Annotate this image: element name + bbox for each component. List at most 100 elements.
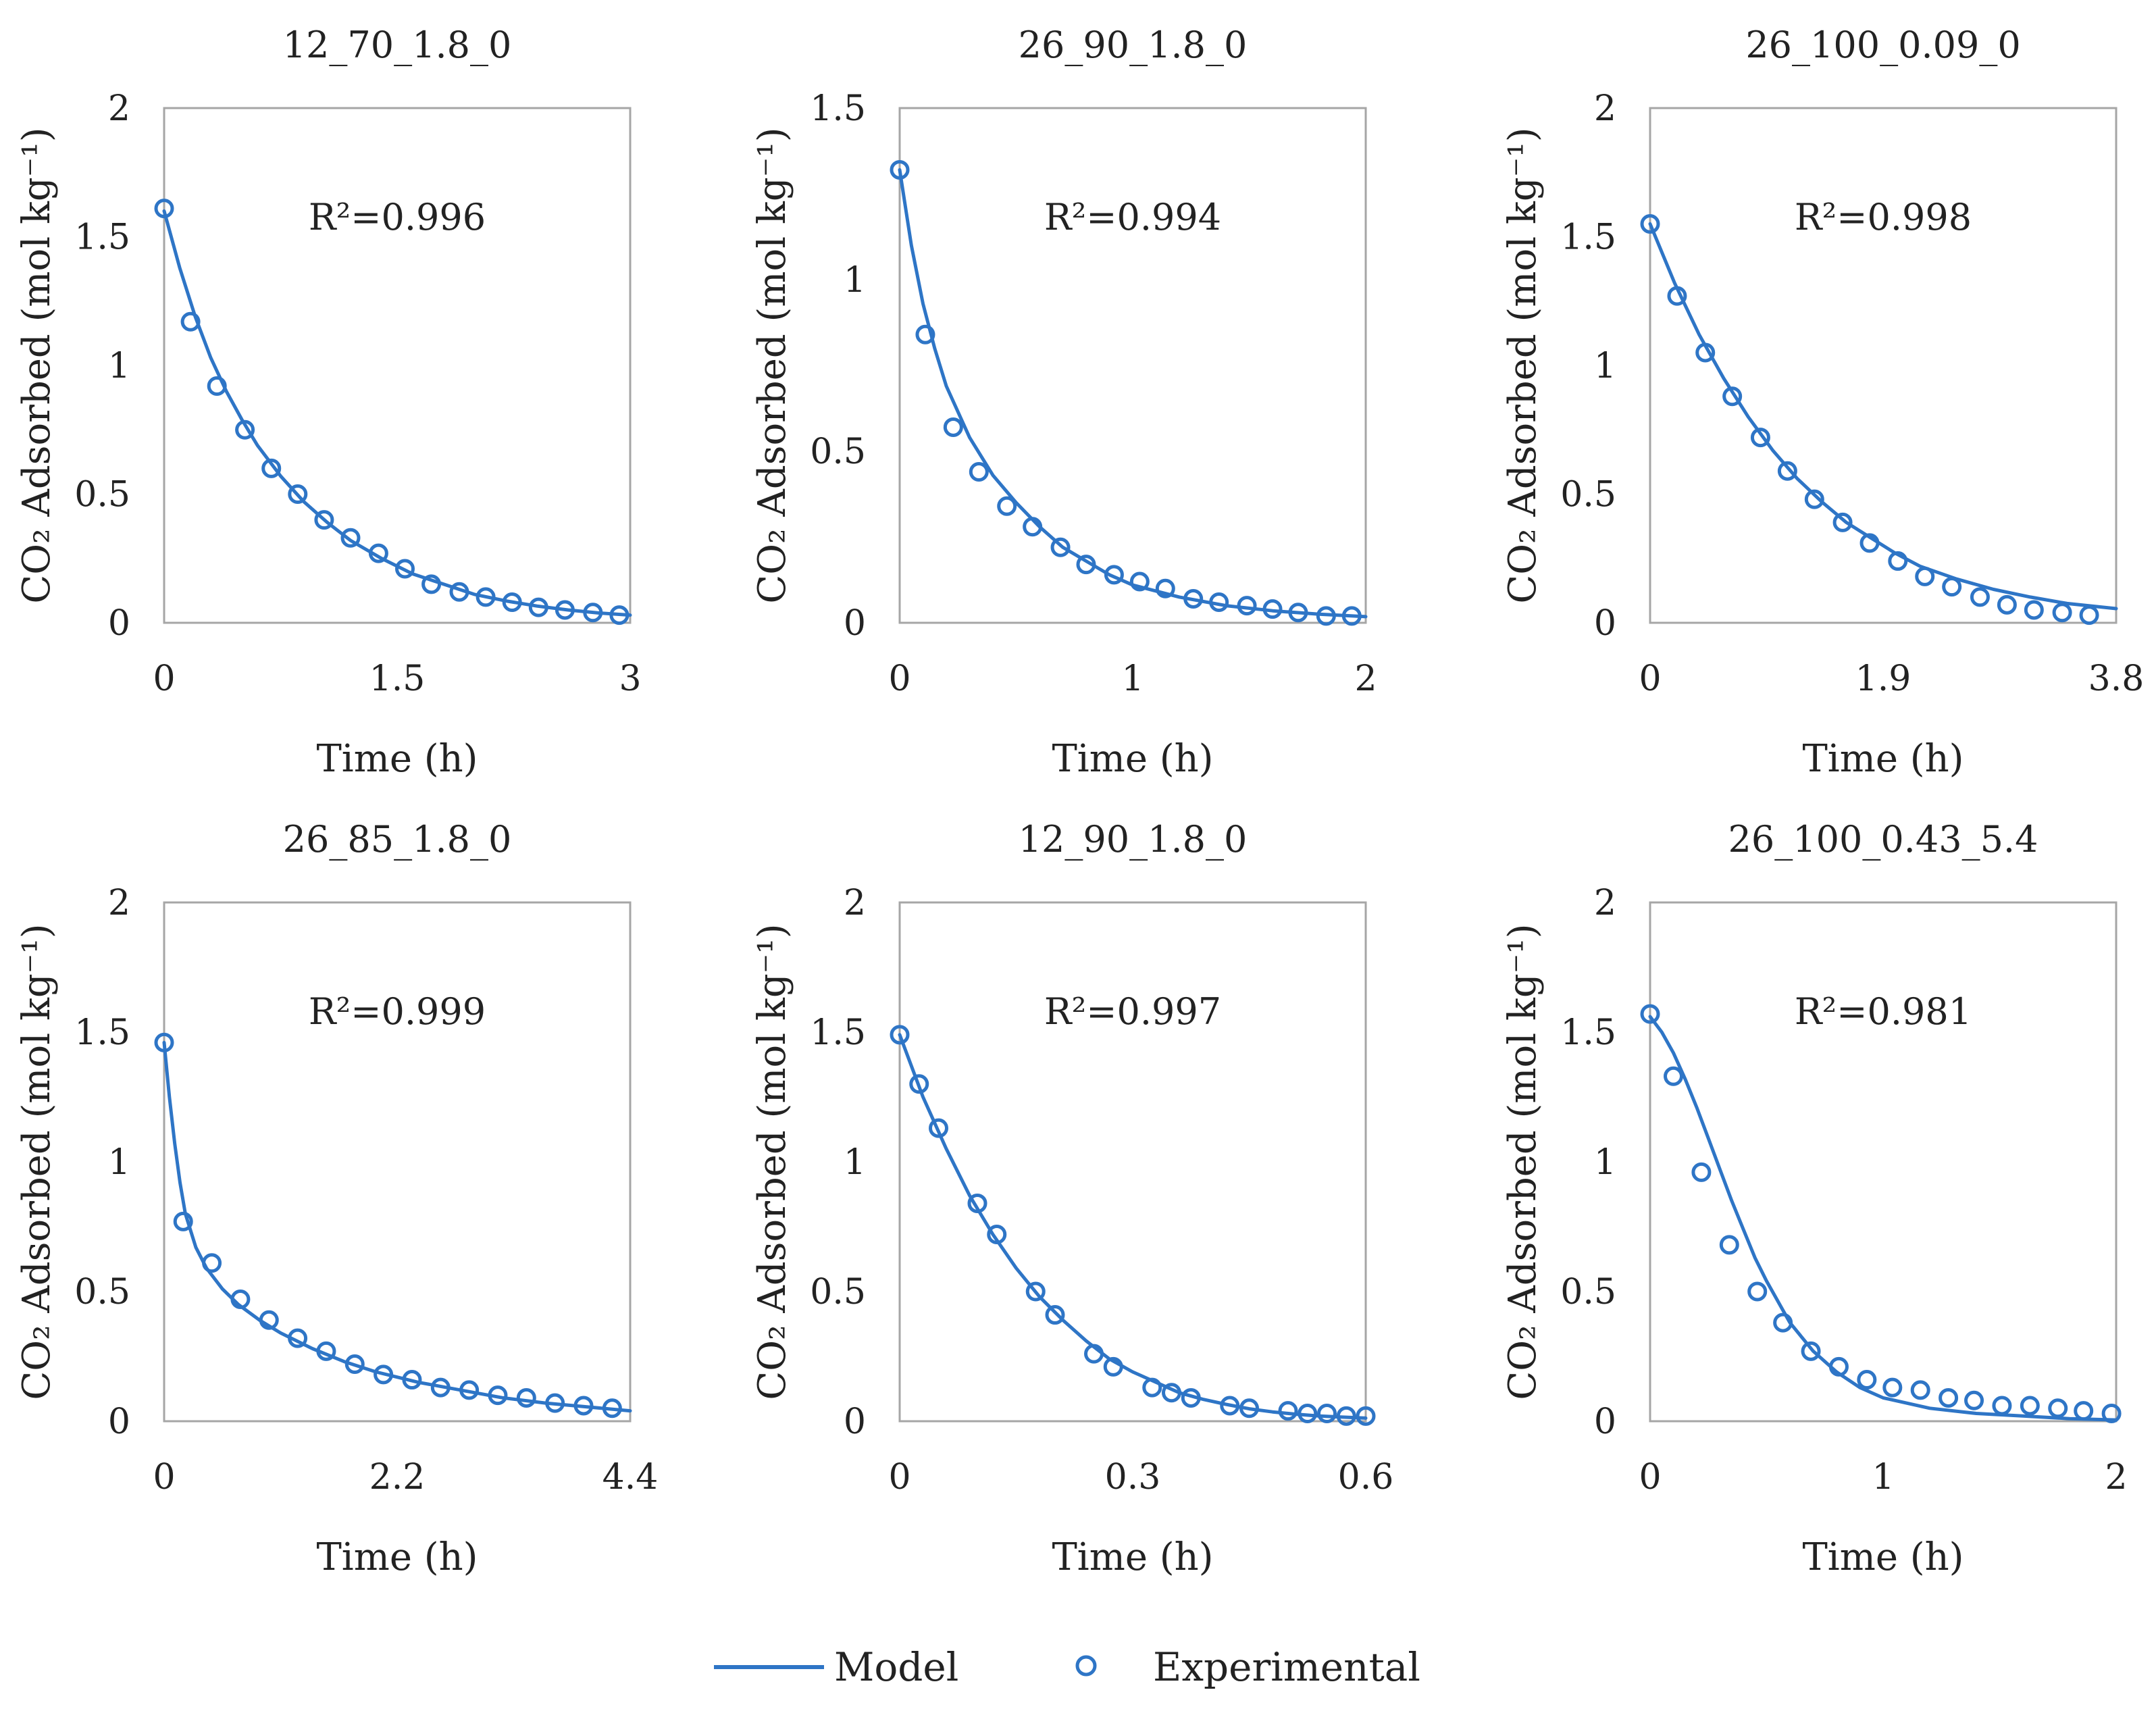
experimental-point	[602, 1398, 622, 1419]
legend-experimental-label: Experimental	[1153, 1644, 1420, 1690]
x-tick-label: 2.2	[369, 1457, 426, 1498]
x-tick-label: 0	[888, 659, 910, 699]
experimental-point	[449, 582, 469, 602]
experimental-point	[1162, 1383, 1181, 1403]
experimental-point	[368, 543, 388, 563]
experimental-point	[583, 603, 603, 623]
experimental-point	[1239, 1398, 1259, 1419]
experimental-point	[1341, 606, 1362, 626]
experimental-point	[609, 605, 630, 625]
legend-model-label: Model	[834, 1644, 958, 1690]
x-tick-label: 0	[888, 1457, 910, 1498]
experimental-point	[1910, 1380, 1930, 1400]
model-line	[1648, 1015, 2118, 1422]
experimental-point	[202, 1253, 222, 1273]
experimental-point	[943, 417, 963, 437]
y-tick-label: 0.5	[74, 1272, 130, 1312]
experimental-point	[2074, 1401, 2094, 1421]
experimental-point	[555, 600, 575, 620]
chart-panel-3: 26_100_0.09_0 0 0.5 1 1.5 2 0 1.9 3.8 Time (h) CO₂…	[1501, 24, 2144, 781]
experimental-point	[1664, 1066, 1683, 1086]
y-tick-label: 1	[1594, 346, 1616, 386]
y-axis-title: CO₂ Adsorbed (mol kg⁻¹)	[15, 127, 59, 603]
y-tick-label: 1.5	[1560, 218, 1616, 258]
experimental-point	[173, 1211, 193, 1231]
plot-frame	[163, 107, 632, 624]
experimental-point	[1857, 1370, 1877, 1390]
y-tick-label: 1	[108, 1142, 130, 1183]
y-tick-label: 0	[1594, 1402, 1616, 1442]
x-axis-title: Time (h)	[1052, 1535, 1213, 1579]
y-axis-title: CO₂ Adsorbed (mol kg⁻¹)	[750, 127, 794, 603]
r2-annotation: R²=0.998	[1795, 196, 1972, 238]
experimental-point	[1025, 1281, 1046, 1302]
panel-title: 12_90_1.8_0	[1019, 818, 1248, 861]
experimental-point	[1640, 213, 1660, 234]
x-tick-label: 1.9	[1855, 659, 1911, 699]
r2-annotation: R²=0.999	[309, 990, 486, 1033]
plot-frame	[163, 901, 632, 1423]
experimental-point	[1104, 565, 1124, 585]
y-tick-label: 0	[1594, 603, 1616, 644]
experimental-point	[288, 484, 308, 504]
experimental-point	[1181, 1387, 1201, 1408]
y-tick-label: 0	[108, 1402, 130, 1442]
experimental-point	[545, 1393, 565, 1413]
chart-panels: 12_70_1.8_0 0 0.5 1 1.5 2 0 1.5 3 Time (h) CO₂ Ads…	[15, 24, 2144, 1579]
experimental-point	[1970, 587, 1990, 607]
experimental-point	[1832, 512, 1853, 532]
plot-frame	[898, 107, 1367, 624]
experimental-point	[890, 1025, 910, 1045]
experimental-point	[1804, 489, 1824, 509]
experimental-point	[476, 587, 496, 607]
experimental-point	[1695, 342, 1716, 363]
experimental-point	[1828, 1356, 1849, 1377]
panel-title: 26_100_0.09_0	[1745, 24, 2020, 66]
experimental-point	[340, 528, 361, 548]
chart-panel-5: 12_90_1.8_0 0 0.5 1 1.5 2 0 0.3 0.6 Time (h) CO₂ A…	[750, 818, 1393, 1579]
x-tick-label: 1.5	[369, 659, 426, 699]
y-tick-label: 1.5	[1560, 1013, 1616, 1053]
experimental-point	[1317, 1403, 1337, 1423]
experimental-point	[2048, 1398, 2068, 1419]
experimental-point	[1801, 1341, 1821, 1361]
y-tick-label: 0	[844, 603, 866, 644]
experimental-point	[421, 574, 442, 594]
experimental-point	[1997, 594, 2017, 615]
y-axis-title: CO₂ Adsorbed (mol kg⁻¹)	[750, 923, 794, 1400]
y-tick-label: 1	[844, 1142, 866, 1183]
legend-experimental-circle-marker	[1075, 1655, 1097, 1677]
experimental-point	[1023, 517, 1043, 537]
r2-annotation: R²=0.996	[309, 196, 486, 238]
y-tick-label: 1	[844, 260, 866, 301]
experimental-point	[1050, 537, 1071, 557]
experimental-point	[230, 1289, 251, 1310]
experimental-point	[573, 1396, 594, 1416]
experimental-point	[1209, 592, 1229, 613]
y-tick-label: 1	[1594, 1142, 1616, 1183]
plot-frame	[898, 901, 1367, 1423]
y-tick-label: 0.5	[1560, 475, 1616, 515]
experimental-point	[2020, 1396, 2040, 1416]
experimental-point	[430, 1377, 451, 1398]
experimental-point	[502, 592, 522, 613]
experimental-point	[1667, 286, 1687, 306]
experimental-point	[2052, 603, 2072, 623]
x-tick-label: 1	[1121, 659, 1144, 699]
panel-title: 26_90_1.8_0	[1019, 24, 1248, 66]
y-tick-label: 0.5	[1560, 1272, 1616, 1312]
x-tick-label: 0	[153, 1457, 175, 1498]
experimental-point	[154, 199, 174, 219]
experimental-point	[207, 376, 227, 396]
y-tick-label: 2	[844, 883, 866, 923]
experimental-point	[969, 461, 989, 482]
experimental-point	[259, 1310, 279, 1330]
experimental-point	[967, 1193, 987, 1213]
experimental-point	[1356, 1406, 1376, 1426]
x-tick-label: 1	[1872, 1457, 1894, 1498]
experimental-point	[997, 496, 1017, 516]
y-tick-label: 2	[1594, 88, 1616, 129]
experimental-point	[890, 159, 910, 180]
experimental-point	[1129, 571, 1150, 592]
y-tick-label: 0	[108, 603, 130, 644]
